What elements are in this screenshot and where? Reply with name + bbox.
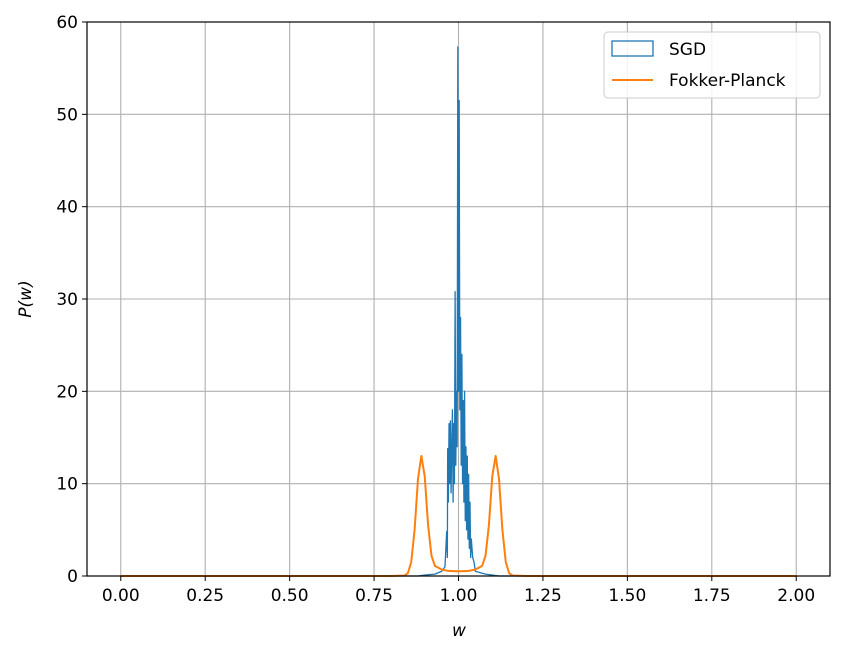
legend-swatch-sgd <box>611 40 654 57</box>
legend-label-sgd: SGD <box>669 40 706 60</box>
legend: SGD Fokker-Planck <box>603 31 821 99</box>
y-tick-label: 0 <box>67 567 78 587</box>
y-tick-label: 60 <box>56 13 78 33</box>
x-tick-label: 1.75 <box>693 586 731 606</box>
x-axis-ticks: 0.00 0.25 0.50 0.75 1.00 1.25 1.50 1.75 2.00 <box>102 576 815 606</box>
y-tick-label: 10 <box>56 475 78 495</box>
legend-label-fokker-planck: Fokker-Planck <box>669 71 786 91</box>
y-axis-ticks: 0 10 20 30 40 50 60 <box>56 13 87 587</box>
series-fokker-planck <box>120 454 797 577</box>
x-tick-label: 1.50 <box>608 586 646 606</box>
y-axis-label: P(w) <box>16 280 36 317</box>
x-tick-label: 0.75 <box>355 586 393 606</box>
x-tick-label: 0.25 <box>186 586 224 606</box>
x-tick-label: 1.00 <box>440 586 478 606</box>
x-tick-label: 0.00 <box>102 586 140 606</box>
x-tick-label: 1.25 <box>524 586 562 606</box>
x-tick-label: 0.50 <box>271 586 309 606</box>
legend-box <box>603 31 821 99</box>
y-tick-label: 30 <box>56 290 78 310</box>
y-tick-label: 50 <box>56 105 78 125</box>
x-axis-label: w <box>452 621 466 641</box>
x-tick-label: 2.00 <box>777 586 815 606</box>
series-sgd <box>120 46 797 577</box>
y-tick-label: 20 <box>56 382 78 402</box>
plot-series <box>120 46 797 577</box>
y-tick-label: 40 <box>56 198 78 218</box>
